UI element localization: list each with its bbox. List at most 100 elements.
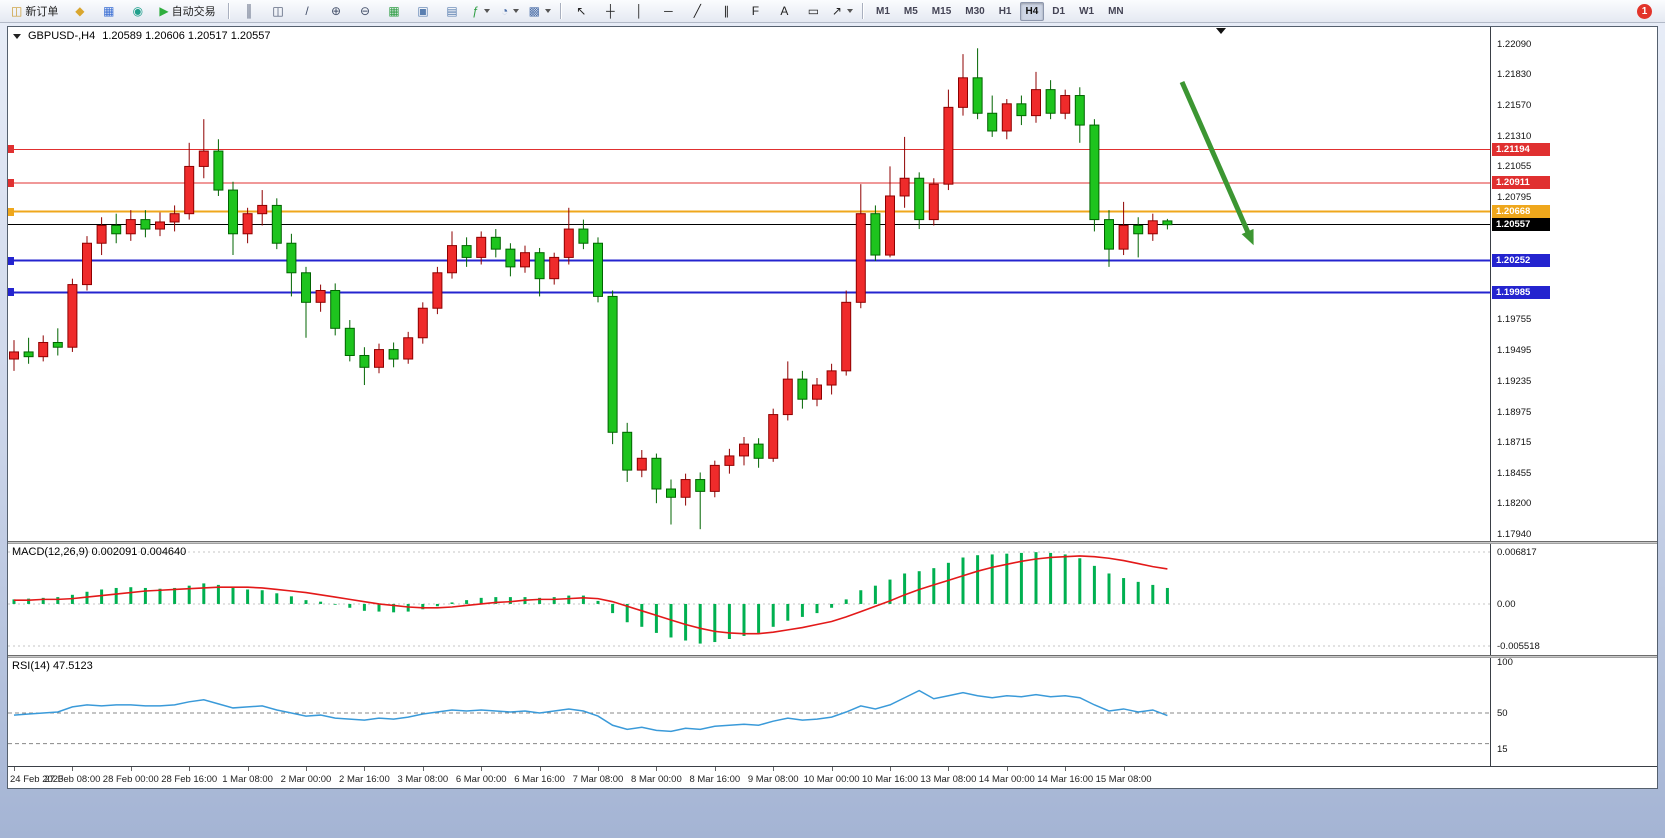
autotrade-button[interactable]: ▶ 自动交易 bbox=[152, 1, 222, 22]
rsi-panel[interactable]: RSI(14) 47.5123 bbox=[8, 658, 1490, 765]
dropdown-arrow-icon bbox=[544, 9, 551, 13]
candle-body bbox=[198, 150, 209, 167]
price-tag: 1.20557 bbox=[1492, 218, 1550, 232]
price-axis-tick: 1.21310 bbox=[1497, 130, 1532, 142]
price-axis-tick: 1.19495 bbox=[1497, 345, 1532, 357]
candle-body bbox=[417, 307, 428, 339]
candle-body bbox=[403, 337, 414, 360]
candle-body bbox=[1060, 95, 1071, 114]
zoom-in-button[interactable]: ⊕ bbox=[322, 1, 351, 22]
time-axis-tick bbox=[481, 767, 483, 771]
bar-chart-button[interactable]: ║ bbox=[235, 1, 264, 22]
timeframe-mn[interactable]: MN bbox=[1108, 5, 1124, 17]
candle-body bbox=[184, 165, 195, 215]
vertical-line-button[interactable]: │ bbox=[625, 1, 654, 22]
label-button[interactable]: ▭ bbox=[799, 1, 828, 22]
candle-body bbox=[1001, 103, 1012, 132]
chart-list-button[interactable]: ▦ bbox=[94, 1, 123, 22]
time-axis-tick bbox=[130, 767, 132, 771]
trend-arrow-annotation[interactable] bbox=[1179, 80, 1253, 239]
price-axis[interactable]: 1.22090 1.21830 1.21570 1.21310 1.21055 1.207… bbox=[1490, 27, 1657, 766]
indicators-button[interactable]: ƒ bbox=[467, 1, 496, 22]
notification-badge[interactable]: 1 bbox=[1637, 4, 1652, 19]
time-axis[interactable]: 24 Feb 2023 27 Feb 08:00 28 Feb 00:00 28 Fe… bbox=[8, 766, 1657, 788]
candle-body bbox=[651, 457, 662, 490]
price-axis-tick: 1.21055 bbox=[1497, 160, 1532, 172]
toolbar-main-group: ◫ 新订单 ◆ ▦ ◉ ▶ 自动交易 bbox=[4, 1, 223, 22]
candle-body bbox=[797, 378, 808, 400]
rsi-label: RSI(14) 47.5123 bbox=[12, 660, 93, 672]
candle-body bbox=[447, 245, 457, 274]
time-axis-tick bbox=[890, 767, 891, 771]
timeframe-d1[interactable]: D1 bbox=[1052, 5, 1066, 17]
dropdown-arrow-icon bbox=[513, 9, 520, 13]
timeframe-m5[interactable]: M5 bbox=[903, 5, 918, 17]
horizontal-line-button[interactable]: ─ bbox=[654, 1, 683, 22]
channel-icon: ∥ bbox=[723, 4, 730, 18]
timeframe-m30[interactable]: M30 bbox=[965, 5, 985, 17]
candle-body bbox=[724, 455, 735, 466]
new-order-icon: ◫ bbox=[11, 4, 23, 18]
crosshair-button[interactable]: ┼ bbox=[596, 1, 625, 22]
text-button[interactable]: A bbox=[770, 1, 799, 22]
macd-axis-label: 0.006817 bbox=[1497, 547, 1537, 559]
panel-divider[interactable] bbox=[8, 541, 1657, 544]
candle-body bbox=[563, 228, 574, 258]
channel-button[interactable]: ∥ bbox=[712, 1, 741, 22]
trendline-button[interactable]: ╱ bbox=[683, 1, 712, 22]
vertical-line-icon: │ bbox=[635, 4, 644, 18]
candle-body bbox=[958, 77, 968, 108]
time-axis-tick bbox=[948, 767, 950, 771]
price-tag: 1.19985 bbox=[1492, 285, 1550, 299]
candlestick-button[interactable]: ◫ bbox=[264, 1, 293, 22]
price-chart-area[interactable]: GBPUSD-,H4 1.20589 1.20606 1.20517 1.205… bbox=[8, 27, 1490, 541]
zoom-out-button[interactable]: ⊖ bbox=[351, 1, 380, 22]
arrange-windows-button[interactable]: ▤ bbox=[438, 1, 467, 22]
label-icon: ▭ bbox=[807, 4, 820, 18]
crosshair-icon: ┼ bbox=[606, 4, 615, 18]
dropdown-arrow-icon bbox=[846, 9, 853, 13]
time-axis-label: 3 Mar 08:00 bbox=[397, 774, 449, 785]
timeframe-m1[interactable]: M1 bbox=[875, 5, 890, 17]
time-axis-label: 8 Mar 16:00 bbox=[689, 774, 741, 785]
price-tag: 1.20668 bbox=[1492, 205, 1550, 219]
timeframe-h1[interactable]: H1 bbox=[998, 5, 1012, 17]
time-axis-label: 27 Feb 08:00 bbox=[44, 774, 101, 785]
timeframe-h4[interactable]: H4 bbox=[1019, 1, 1045, 21]
macd-canvas[interactable] bbox=[8, 544, 1490, 655]
candle-body bbox=[315, 289, 326, 303]
price-axis-tick: 1.18455 bbox=[1497, 468, 1532, 480]
shapes-button[interactable]: ↗ bbox=[828, 1, 857, 22]
profiles-button[interactable]: ◆ bbox=[65, 1, 94, 22]
periods-button[interactable]: ◔ bbox=[496, 1, 525, 22]
candle-body bbox=[753, 443, 764, 459]
price-chart-canvas[interactable] bbox=[8, 27, 1490, 541]
time-axis-label: 28 Feb 00:00 bbox=[102, 774, 159, 785]
toolbar-timeframe-group: M1 M5 M15 M30 H1 H4 D1 W1 MN bbox=[869, 1, 1131, 21]
scroll-to-end-icon[interactable] bbox=[1216, 28, 1226, 34]
time-axis-tick bbox=[1006, 767, 1008, 771]
tile-windows-button[interactable]: ▦ bbox=[380, 1, 409, 22]
candle-body bbox=[111, 225, 122, 235]
cascade-windows-button[interactable]: ▣ bbox=[409, 1, 438, 22]
candle-body bbox=[67, 284, 78, 348]
toolbar-draw-group: ↖ ┼ │ ─ ╱ ∥ F A ▭ ↗ bbox=[567, 1, 857, 22]
candle-body bbox=[782, 378, 793, 416]
timeframe-m15[interactable]: M15 bbox=[931, 5, 952, 17]
rsi-canvas[interactable] bbox=[8, 658, 1490, 765]
macd-panel[interactable]: MACD(12,26,9) 0.002091 0.004640 bbox=[8, 544, 1490, 655]
candle-body bbox=[841, 301, 852, 372]
time-axis-tick bbox=[598, 767, 599, 771]
templates-button[interactable]: ▩ bbox=[525, 1, 555, 22]
navigator-button[interactable]: ◉ bbox=[123, 1, 152, 22]
fibonacci-button[interactable]: F bbox=[741, 1, 770, 22]
panel-divider[interactable] bbox=[8, 655, 1657, 658]
timeframe-w1[interactable]: W1 bbox=[1079, 5, 1095, 17]
dropdown-arrow-icon bbox=[483, 9, 490, 13]
cursor-button[interactable]: ↖ bbox=[567, 1, 596, 22]
chart-dropdown-icon[interactable] bbox=[13, 33, 21, 39]
line-chart-button[interactable]: / bbox=[293, 1, 322, 22]
rsi-axis-label: 50 bbox=[1497, 708, 1508, 720]
new-order-button[interactable]: ◫ 新订单 bbox=[4, 1, 65, 22]
price-axis-tick: 1.21570 bbox=[1497, 99, 1532, 111]
